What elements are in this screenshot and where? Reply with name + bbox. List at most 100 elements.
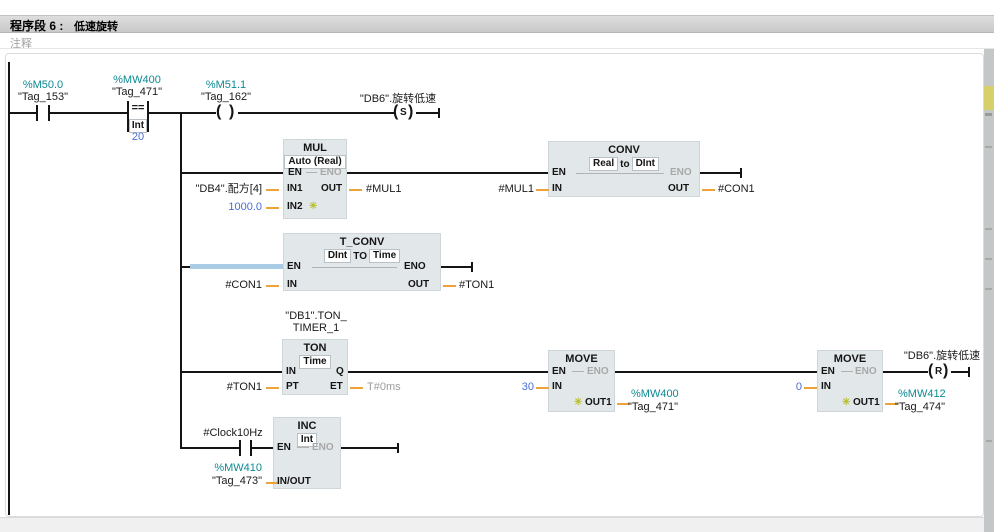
mul-in2-operand[interactable]: 1000.0 bbox=[228, 201, 262, 213]
operand-address[interactable]: %MW400 bbox=[631, 388, 679, 400]
network-title-bar[interactable]: 程序段 6 : 低速旋转 bbox=[0, 15, 994, 33]
move1-block-title[interactable]: MOVE bbox=[565, 353, 598, 365]
pin-en: EN bbox=[552, 366, 566, 377]
operand-tag[interactable]: "Tag_473" bbox=[211, 475, 262, 487]
compare-value[interactable]: 20 bbox=[131, 131, 145, 143]
pin-eno: ENO bbox=[404, 261, 426, 272]
wire bbox=[883, 371, 928, 373]
inc-block[interactable]: INC Int bbox=[273, 417, 341, 489]
ton-block[interactable]: TON Time bbox=[282, 339, 348, 395]
modify-star-icon[interactable]: ✳ bbox=[309, 201, 318, 212]
operand-wire bbox=[804, 387, 817, 389]
overview-scroll-strip[interactable] bbox=[984, 49, 994, 532]
operand-address[interactable]: %M51.1 bbox=[205, 79, 247, 91]
move2-in-operand[interactable]: 0 bbox=[795, 381, 802, 393]
clock-contact-operand[interactable]: #Clock10Hz bbox=[203, 427, 263, 439]
coil-symbol[interactable]: ( bbox=[216, 103, 222, 120]
pin-pt: PT bbox=[286, 381, 299, 392]
conv-block[interactable]: CONV Real to DInt bbox=[548, 141, 700, 197]
operand-address[interactable]: %MW412 bbox=[898, 388, 946, 400]
contact-symbol[interactable] bbox=[36, 105, 38, 121]
contact-symbol[interactable] bbox=[250, 440, 252, 456]
compare-symbol[interactable] bbox=[147, 101, 149, 132]
wire bbox=[416, 112, 438, 114]
set-coil-operand[interactable]: "DB6".旋转低速 bbox=[359, 93, 437, 105]
operand-wire bbox=[266, 189, 279, 191]
t-conv-from-type-dropdown[interactable]: DInt bbox=[323, 249, 352, 263]
selected-wire[interactable] bbox=[190, 264, 283, 269]
eno-dash bbox=[572, 371, 584, 372]
conv-out-operand[interactable]: #CON1 bbox=[718, 183, 755, 195]
compare-datatype[interactable]: Int bbox=[128, 119, 148, 133]
network-comment-field[interactable]: 注释 bbox=[10, 38, 32, 50]
reset-coil-symbol[interactable]: ( bbox=[928, 362, 934, 379]
conv-block-title[interactable]: CONV bbox=[608, 144, 640, 156]
operand-tag[interactable]: "Tag_153" bbox=[17, 91, 68, 103]
wire bbox=[182, 447, 239, 449]
wire bbox=[951, 371, 968, 373]
ton-block-title[interactable]: TON bbox=[303, 342, 327, 354]
mul-block[interactable]: MUL Auto (Real) bbox=[283, 139, 347, 219]
ton-pt-operand[interactable]: #TON1 bbox=[226, 381, 262, 393]
operand-address[interactable]: %M50.0 bbox=[22, 79, 64, 91]
pin-out1: OUT1 bbox=[853, 397, 880, 408]
compare-operator[interactable]: == bbox=[131, 102, 145, 114]
operand-tag[interactable]: "Tag_162" bbox=[200, 91, 251, 103]
conv-in-operand[interactable]: #MUL1 bbox=[498, 183, 534, 195]
compare-datatype-dropdown[interactable]: Int bbox=[128, 115, 148, 133]
mul-mode-dropdown[interactable]: Auto (Real) bbox=[284, 155, 346, 169]
inc-block-title[interactable]: INC bbox=[297, 420, 317, 432]
t-conv-block-title[interactable]: T_CONV bbox=[339, 236, 385, 248]
modify-star-icon[interactable]: ✳ bbox=[842, 397, 851, 408]
operand-wire bbox=[536, 387, 549, 389]
operand-wire bbox=[617, 403, 630, 405]
wire bbox=[238, 112, 394, 114]
overview-mark bbox=[985, 288, 992, 290]
reset-coil-symbol[interactable]: ) bbox=[943, 362, 949, 379]
pin-in: IN bbox=[286, 366, 296, 377]
conv-to-type-dropdown[interactable]: DInt bbox=[631, 157, 660, 171]
reset-coil-operand[interactable]: "DB6".旋转低速 bbox=[903, 350, 981, 362]
operand-tag[interactable]: "Tag_474" bbox=[895, 401, 946, 413]
set-coil-letter[interactable]: S bbox=[400, 107, 407, 118]
operand-tag[interactable]: "Tag_471" bbox=[111, 86, 162, 98]
contact-symbol[interactable] bbox=[239, 440, 241, 456]
conv-to-label: to bbox=[620, 158, 630, 170]
ton-instance-name[interactable]: TIMER_1 bbox=[292, 322, 340, 334]
wire bbox=[149, 112, 216, 114]
compare-symbol[interactable] bbox=[127, 101, 129, 132]
ton-instance-name[interactable]: "DB1".TON_ bbox=[285, 310, 347, 322]
overview-mark bbox=[985, 258, 992, 260]
t-conv-in-operand[interactable]: #CON1 bbox=[225, 279, 262, 291]
move1-block[interactable]: MOVE bbox=[548, 350, 615, 412]
reset-coil-letter[interactable]: R bbox=[935, 366, 943, 377]
move2-block[interactable]: MOVE bbox=[817, 350, 883, 412]
operand-tag[interactable]: "Tag_471" bbox=[628, 401, 679, 413]
operand-address[interactable]: %MW400 bbox=[113, 74, 161, 86]
t-conv-block[interactable]: T_CONV DInt TO Time bbox=[283, 233, 441, 291]
coil-symbol[interactable]: ) bbox=[229, 103, 235, 120]
network-number-label: 程序段 6 : bbox=[10, 19, 64, 33]
branch-rail bbox=[180, 112, 182, 449]
inc-type-dropdown[interactable]: Int bbox=[296, 433, 318, 447]
t-conv-to-type-dropdown[interactable]: Time bbox=[369, 249, 401, 263]
pin-in1: IN1 bbox=[287, 183, 303, 194]
mul-out-operand[interactable]: #MUL1 bbox=[366, 183, 402, 195]
conv-from-type-dropdown[interactable]: Real bbox=[588, 157, 619, 171]
modify-star-icon[interactable]: ✳ bbox=[574, 397, 583, 408]
overview-mark bbox=[985, 113, 992, 116]
mul-block-title[interactable]: MUL bbox=[303, 142, 327, 154]
set-coil-symbol[interactable]: ) bbox=[408, 103, 414, 120]
operand-address[interactable]: %MW410 bbox=[214, 462, 262, 474]
move2-block-title[interactable]: MOVE bbox=[833, 353, 867, 365]
contact-symbol[interactable] bbox=[48, 105, 50, 121]
ton-et-operand[interactable]: T#0ms bbox=[367, 381, 401, 393]
pin-eno: ENO bbox=[320, 167, 342, 178]
ton-type-dropdown[interactable]: Time bbox=[299, 355, 331, 369]
set-coil-symbol[interactable]: ( bbox=[393, 103, 399, 120]
t-conv-out-operand[interactable]: #TON1 bbox=[459, 279, 495, 291]
move1-in-operand[interactable]: 30 bbox=[521, 381, 534, 393]
mul-in1-operand[interactable]: "DB4".配方[4] bbox=[195, 183, 263, 195]
wire bbox=[441, 266, 471, 268]
pin-en: EN bbox=[288, 167, 302, 178]
